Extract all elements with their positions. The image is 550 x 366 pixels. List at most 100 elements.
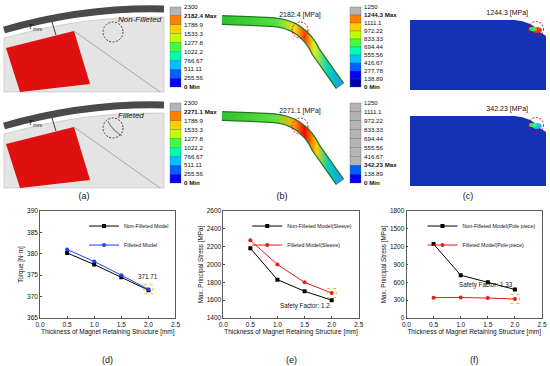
svg-text:2300: 2300 [184,99,198,106]
svg-text:300: 300 [394,296,405,303]
svg-text:1200: 1200 [390,243,405,250]
svg-text:Non-Filleted Model(Pole piece): Non-Filleted Model(Pole piece) [462,223,535,229]
svg-text:511.11: 511.11 [184,161,203,168]
svg-text:2271.1 Max: 2271.1 Max [184,108,217,115]
svg-text:1.5: 1.5 [117,321,126,328]
svg-text:385: 385 [27,229,38,236]
svg-text:1.0: 1.0 [456,321,465,328]
svg-text:694.44: 694.44 [364,135,383,142]
svg-text:1111.1: 1111.1 [364,19,382,26]
svg-text:2000: 2000 [207,261,222,268]
svg-text:(c): (c) [463,191,474,201]
svg-text:766.67: 766.67 [184,153,203,160]
svg-text:255.56: 255.56 [184,74,203,81]
svg-text:2.5: 2.5 [537,321,546,328]
svg-text:1533.3: 1533.3 [184,126,203,133]
svg-text:555.56: 555.56 [364,144,383,151]
svg-text:Filleted: Filleted [118,111,144,120]
svg-text:1022.2: 1022.2 [184,48,203,55]
svg-text:1400: 1400 [207,314,222,321]
svg-text:0.0: 0.0 [402,321,411,328]
svg-text:365: 365 [27,314,38,321]
svg-text:972.22: 972.22 [364,117,383,124]
svg-text:416.67: 416.67 [364,153,383,160]
svg-text:1788.9: 1788.9 [184,21,203,28]
svg-text:0 Min: 0 Min [364,83,380,90]
svg-text:1.0: 1.0 [90,321,99,328]
svg-text:390: 390 [27,207,38,214]
svg-text:2300: 2300 [184,3,198,10]
svg-text:1250: 1250 [364,99,378,106]
svg-text:Filleted Model(Sleeve): Filleted Model(Sleeve) [287,242,340,248]
svg-text:138.89: 138.89 [364,75,383,82]
svg-text:(f): (f) [470,355,479,365]
svg-text:Safety Factor: 1.2: Safety Factor: 1.2 [280,302,330,310]
svg-text:(e): (e) [286,355,297,365]
svg-text:Max. Principal Stress [MPa]: Max. Principal Stress [MPa] [380,226,388,304]
svg-text:900: 900 [394,261,405,268]
svg-text:694.44: 694.44 [364,43,383,50]
svg-text:1277.8: 1277.8 [184,135,203,142]
svg-text:511.11: 511.11 [184,65,203,72]
svg-text:Max. Principal Stress [MPa]: Max. Principal Stress [MPa] [197,226,205,304]
svg-text:0.0: 0.0 [35,321,44,328]
svg-text:Non-Filleted Model(Sleeve): Non-Filleted Model(Sleeve) [287,223,351,229]
svg-text:2.5: 2.5 [171,321,180,328]
svg-text:255.56: 255.56 [184,170,203,177]
svg-text:370: 370 [27,293,38,300]
svg-text:371.71: 371.71 [138,273,158,280]
svg-text:Non-Filleted: Non-Filleted [118,15,162,24]
svg-text:380: 380 [27,250,38,257]
svg-text:(b): (b) [277,191,288,201]
svg-text:342.23 [MPa]: 342.23 [MPa] [486,105,528,113]
svg-text:342.23 Max: 342.23 Max [364,161,397,168]
svg-text:1600: 1600 [207,296,222,303]
svg-text:2.0: 2.0 [510,321,519,328]
svg-text:0 Min: 0 Min [184,179,200,186]
svg-text:0.5: 0.5 [63,321,72,328]
svg-text:0 Min: 0 Min [184,83,200,90]
svg-text:Tmrs: Tmrs [28,22,42,32]
svg-text:0.0: 0.0 [219,321,228,328]
svg-text:1250: 1250 [364,3,378,10]
svg-text:1.0: 1.0 [273,321,282,328]
svg-text:Filleted Model(Pole piece): Filleted Model(Pole piece) [462,242,523,248]
svg-text:1800: 1800 [390,207,405,214]
svg-text:Thickness of Magnet Retaining: Thickness of Magnet Retaining Structure … [224,328,358,336]
svg-text:Thickness of Magnet Retaining: Thickness of Magnet Retaining Structure … [407,328,541,336]
svg-text:416.67: 416.67 [364,59,383,66]
svg-text:2182.4 [MPa]: 2182.4 [MPa] [279,11,321,19]
svg-text:1788.9: 1788.9 [184,117,203,124]
svg-text:0.5: 0.5 [429,321,438,328]
svg-text:1.5: 1.5 [300,321,309,328]
svg-text:277.78: 277.78 [364,67,383,74]
svg-text:2.0: 2.0 [327,321,336,328]
svg-text:1111.1: 1111.1 [364,108,382,115]
svg-text:1244.3 [MPa]: 1244.3 [MPa] [486,9,528,17]
svg-text:1.5: 1.5 [483,321,492,328]
svg-text:2.5: 2.5 [354,321,363,328]
svg-text:766.67: 766.67 [184,57,203,64]
svg-text:1500: 1500 [390,225,405,232]
svg-text:375: 375 [27,271,38,278]
svg-text:833.33: 833.33 [364,126,383,133]
svg-text:2271.1 [MPa]: 2271.1 [MPa] [279,107,321,115]
svg-text:0: 0 [401,314,405,321]
svg-text:0 Min: 0 Min [364,179,380,186]
svg-text:Safety Factor: 1.33: Safety Factor: 1.33 [459,281,513,289]
svg-text:555.56: 555.56 [364,51,383,58]
svg-text:(d): (d) [102,355,113,365]
svg-text:1022.2: 1022.2 [184,144,203,151]
svg-text:1800: 1800 [207,279,222,286]
svg-text:Filleted Model: Filleted Model [124,242,157,248]
svg-text:972.22: 972.22 [364,27,383,34]
svg-text:1533.3: 1533.3 [184,30,203,37]
svg-text:0.5: 0.5 [246,321,255,328]
svg-text:2200: 2200 [207,243,222,250]
svg-text:Thickness of Magnet Retaining: Thickness of Magnet Retaining Structure … [41,328,175,336]
svg-text:600: 600 [394,279,405,286]
svg-text:2600: 2600 [207,207,222,214]
svg-text:138.89: 138.89 [364,170,383,177]
svg-text:2182.4 Max: 2182.4 Max [184,12,217,19]
svg-text:Tmrs: Tmrs [28,118,42,128]
